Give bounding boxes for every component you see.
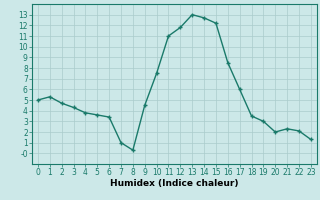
X-axis label: Humidex (Indice chaleur): Humidex (Indice chaleur): [110, 179, 239, 188]
